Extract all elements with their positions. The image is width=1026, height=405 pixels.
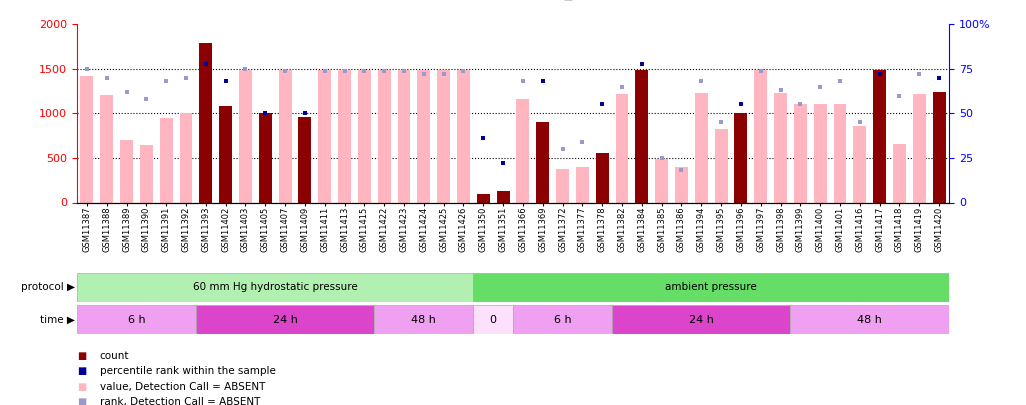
Bar: [675, 167, 687, 202]
Bar: [933, 92, 946, 202]
Bar: [418, 70, 430, 202]
Bar: [814, 104, 827, 202]
Bar: [635, 70, 648, 202]
Bar: [140, 145, 153, 202]
Bar: [358, 70, 370, 202]
Bar: [77, 305, 196, 334]
Bar: [473, 273, 949, 302]
Bar: [77, 273, 473, 302]
Bar: [339, 70, 351, 202]
Bar: [199, 43, 212, 202]
Bar: [833, 104, 846, 202]
Bar: [374, 305, 473, 334]
Text: count: count: [100, 351, 129, 361]
Text: rank, Detection Call = ABSENT: rank, Detection Call = ABSENT: [100, 397, 260, 405]
Text: protocol ▶: protocol ▶: [21, 282, 75, 292]
Bar: [473, 305, 513, 334]
Text: ■: ■: [77, 351, 86, 361]
Bar: [735, 113, 747, 202]
Bar: [873, 70, 886, 202]
Bar: [790, 305, 949, 334]
Bar: [101, 95, 113, 202]
Bar: [616, 94, 629, 202]
Bar: [775, 93, 787, 202]
Bar: [695, 93, 708, 202]
Text: value, Detection Call = ABSENT: value, Detection Call = ABSENT: [100, 382, 265, 392]
Text: 48 h: 48 h: [411, 315, 436, 324]
Bar: [180, 113, 193, 202]
Bar: [513, 305, 613, 334]
Text: ■: ■: [77, 397, 86, 405]
Bar: [576, 167, 589, 202]
Bar: [259, 113, 272, 202]
Bar: [279, 70, 291, 202]
Bar: [893, 144, 906, 202]
Text: ambient pressure: ambient pressure: [665, 282, 757, 292]
Bar: [516, 99, 529, 202]
Bar: [854, 126, 866, 202]
Bar: [80, 76, 93, 202]
Text: 6 h: 6 h: [127, 315, 146, 324]
Bar: [120, 140, 133, 202]
Text: ■: ■: [77, 367, 86, 376]
Bar: [477, 194, 489, 202]
Bar: [397, 70, 410, 202]
Text: ■: ■: [77, 382, 86, 392]
Bar: [913, 94, 925, 202]
Bar: [537, 122, 549, 202]
Bar: [794, 104, 806, 202]
Bar: [239, 70, 251, 202]
Bar: [497, 191, 510, 202]
Bar: [715, 130, 727, 202]
Bar: [596, 153, 608, 202]
Text: percentile rank within the sample: percentile rank within the sample: [100, 367, 275, 376]
Bar: [378, 70, 391, 202]
Text: 6 h: 6 h: [554, 315, 571, 324]
Bar: [160, 118, 172, 202]
Bar: [613, 305, 790, 334]
Bar: [196, 305, 374, 334]
Text: 24 h: 24 h: [688, 315, 714, 324]
Bar: [299, 117, 311, 202]
Text: 48 h: 48 h: [858, 315, 882, 324]
Bar: [754, 70, 767, 202]
Bar: [457, 70, 470, 202]
Bar: [318, 70, 331, 202]
Bar: [556, 168, 569, 202]
Text: time ▶: time ▶: [40, 315, 75, 324]
Text: 0: 0: [489, 315, 497, 324]
Bar: [437, 70, 450, 202]
Text: 60 mm Hg hydrostatic pressure: 60 mm Hg hydrostatic pressure: [193, 282, 357, 292]
Text: 24 h: 24 h: [273, 315, 298, 324]
Bar: [220, 106, 232, 202]
Bar: [656, 159, 668, 202]
